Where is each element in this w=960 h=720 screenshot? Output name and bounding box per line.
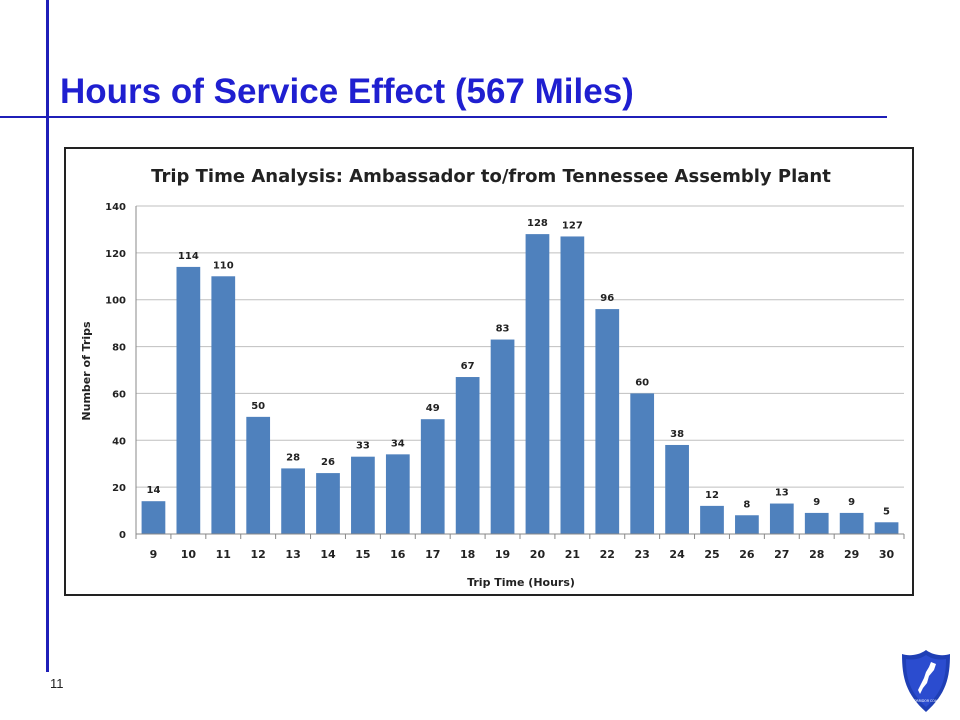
y-tick-label: 120: [105, 249, 126, 260]
y-tick-label: 100: [105, 296, 126, 307]
bar: [176, 266, 201, 534]
x-tick-label: 28: [809, 548, 824, 561]
chart-bars: [141, 234, 899, 534]
y-tick-label: 0: [119, 530, 126, 541]
data-label: 83: [496, 324, 510, 335]
x-axis-ticks: 9 10 11 12 13 14 15 16 17 18 19 20 21 22 23 24 25 26 27 28 2…: [135, 534, 905, 561]
x-tick-label: 14: [320, 548, 336, 561]
bar: [804, 512, 829, 534]
bar: [141, 501, 166, 534]
x-tick-label: 16: [390, 548, 406, 561]
data-label: 38: [670, 429, 684, 440]
bar: [700, 505, 724, 534]
data-label: 110: [213, 260, 234, 271]
bar: [525, 234, 550, 534]
bar: [246, 416, 271, 534]
bar: [281, 468, 305, 534]
x-tick-label: 10: [181, 548, 197, 561]
data-label: 12: [705, 490, 719, 501]
data-label: 127: [562, 220, 583, 231]
logo-caption: I-95 CORRIDOR COALITION: [905, 699, 948, 703]
bar: [560, 236, 585, 534]
slide-title: Hours of Service Effect (567 Miles): [60, 72, 634, 111]
data-label: 9: [813, 497, 820, 508]
x-tick-label: 24: [669, 548, 685, 561]
bar: [316, 473, 340, 534]
bar: [490, 339, 515, 534]
bar: [874, 522, 899, 534]
data-label: 14: [146, 485, 160, 496]
x-tick-label: 29: [844, 548, 859, 561]
x-tick-label: 20: [530, 548, 546, 561]
horizontal-accent-line: [0, 116, 887, 118]
data-label: 67: [461, 361, 475, 372]
data-label: 5: [883, 506, 890, 517]
bar: [211, 276, 236, 534]
y-tick-label: 140: [105, 202, 126, 213]
y-tick-label: 20: [112, 483, 126, 494]
i-95-corridor-coalition-shield-icon: I-95 CORRIDOR COALITION: [902, 650, 950, 712]
x-tick-label: 9: [150, 548, 158, 561]
data-label: 33: [356, 441, 370, 452]
chart-title: Trip Time Analysis: Ambassador to/from T…: [151, 166, 831, 187]
bar: [839, 512, 864, 534]
chart-frame: Trip Time Analysis: Ambassador to/from T…: [64, 147, 914, 596]
x-tick-label: 23: [635, 548, 650, 561]
bar: [385, 454, 410, 534]
data-label: 9: [848, 497, 855, 508]
bar: [665, 444, 689, 534]
bar: [630, 393, 655, 534]
x-tick-label: 30: [879, 548, 895, 561]
data-label: 49: [426, 403, 440, 414]
x-tick-label: 26: [739, 548, 755, 561]
vertical-accent-line: [46, 0, 49, 672]
x-axis-label: Trip Time (Hours): [467, 576, 575, 589]
data-label: 96: [600, 293, 614, 304]
x-tick-label: 25: [704, 548, 719, 561]
x-tick-label: 13: [285, 548, 300, 561]
x-tick-label: 18: [460, 548, 475, 561]
data-label: 128: [527, 218, 548, 229]
bar: [595, 309, 620, 534]
x-tick-label: 12: [251, 548, 266, 561]
bar: [735, 515, 759, 534]
bar: [769, 503, 794, 534]
x-tick-label: 21: [565, 548, 580, 561]
data-label: 28: [286, 452, 300, 463]
data-label: 26: [321, 457, 335, 468]
data-label: 13: [775, 488, 789, 499]
x-tick-label: 22: [600, 548, 615, 561]
y-tick-label: 80: [112, 343, 126, 354]
y-tick-label: 40: [112, 436, 126, 447]
page-number: 11: [50, 676, 64, 691]
data-label: 34: [391, 438, 405, 449]
x-tick-label: 17: [425, 548, 440, 561]
x-tick-label: 15: [355, 548, 370, 561]
x-tick-label: 11: [216, 548, 231, 561]
trip-time-bar-chart: Trip Time Analysis: Ambassador to/from T…: [80, 166, 905, 589]
x-tick-label: 19: [495, 548, 510, 561]
data-label: 60: [635, 377, 649, 388]
data-label: 8: [743, 499, 750, 510]
y-axis-label: Number of Trips: [80, 321, 93, 421]
data-label: 114: [178, 251, 199, 262]
data-label: 50: [251, 401, 265, 412]
x-tick-label: 27: [774, 548, 789, 561]
bar: [351, 456, 375, 534]
y-tick-label: 60: [112, 389, 126, 400]
y-axis-ticks: 0 20 40 60 80 100 120 140: [105, 202, 126, 541]
bar: [420, 419, 445, 534]
bar: [455, 377, 480, 534]
